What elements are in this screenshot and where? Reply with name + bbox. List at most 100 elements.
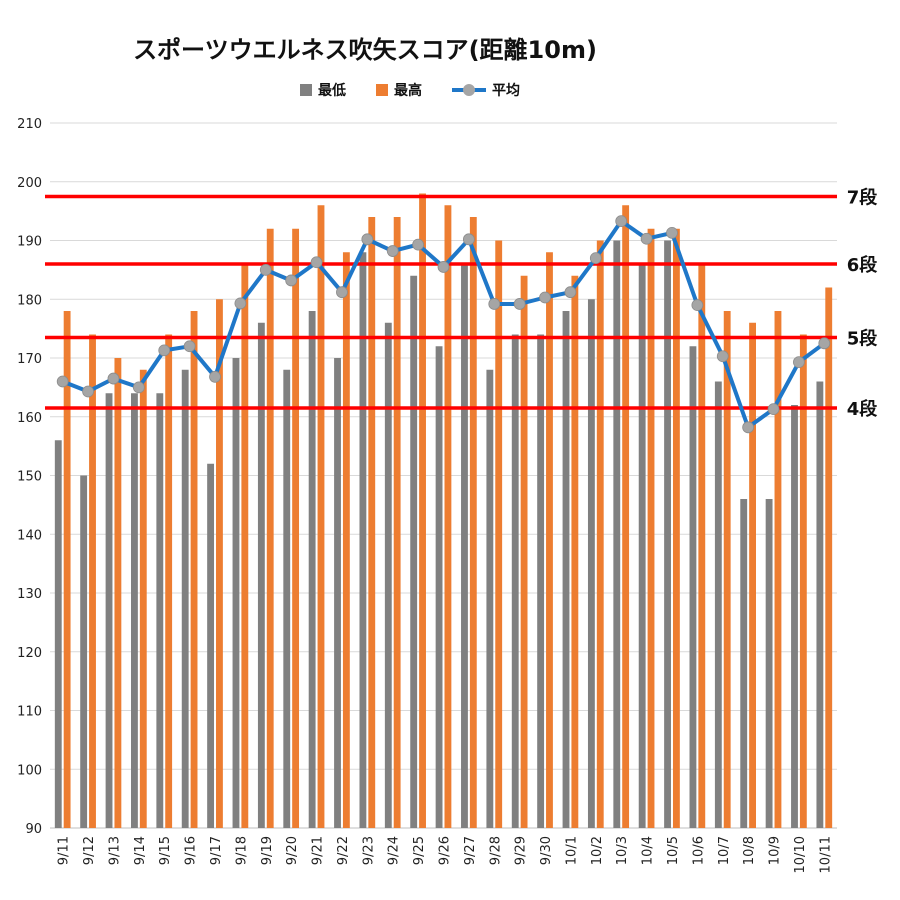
y-tick-label: 170	[17, 352, 42, 367]
y-tick-label: 140	[17, 528, 42, 543]
average-point	[742, 421, 755, 434]
legend-item-max: 最高	[376, 80, 422, 100]
average-point	[310, 256, 323, 269]
bar-min	[740, 499, 748, 828]
bar-min	[587, 299, 595, 828]
average-point	[716, 350, 729, 363]
average-line	[61, 219, 826, 430]
y-tick-label: 160	[17, 411, 42, 426]
x-tick-label: 9/14	[133, 836, 148, 865]
x-tick-label: 9/29	[514, 836, 529, 865]
x-tick-label: 9/26	[438, 836, 453, 865]
bar-min	[638, 264, 646, 828]
average-point	[56, 375, 69, 388]
x-tick-label: 10/6	[691, 836, 706, 865]
average-point	[818, 337, 831, 350]
bar-max	[165, 334, 173, 828]
bar-min	[156, 393, 164, 828]
bar-max	[825, 287, 833, 828]
x-tick-label: 9/15	[158, 836, 173, 865]
x-tick-label: 9/24	[387, 836, 402, 865]
legend-item-avg: 平均	[452, 80, 520, 100]
x-tick-label: 10/9	[768, 836, 783, 865]
x-tick-label: 10/4	[641, 836, 656, 865]
bar-max	[89, 334, 96, 828]
x-tick-label: 9/22	[336, 836, 351, 865]
bar-min	[537, 334, 545, 828]
bar-min	[410, 275, 418, 828]
bar-min	[435, 346, 443, 828]
bar-min	[664, 240, 671, 828]
legend-label-max: 最高	[394, 83, 422, 99]
average-point	[336, 286, 348, 299]
bar-min	[816, 381, 824, 828]
legend-swatch-min	[300, 84, 312, 96]
legend-swatch-max	[376, 84, 388, 96]
average-point	[132, 381, 145, 394]
average-point	[234, 297, 247, 310]
bar-max	[393, 217, 401, 828]
y-tick-label: 130	[17, 587, 42, 602]
x-tick-label: 9/11	[57, 836, 72, 865]
average-point	[386, 245, 399, 257]
bar-max	[139, 369, 147, 828]
bar-max	[114, 358, 122, 828]
average-point	[615, 215, 628, 228]
bar-max	[596, 240, 604, 828]
y-tick-label: 120	[17, 646, 42, 661]
x-tick-label: 9/12	[82, 836, 97, 865]
bar-max	[571, 275, 579, 828]
bar-min	[689, 346, 697, 828]
bar-max	[622, 205, 630, 828]
average-point	[767, 403, 780, 416]
bar-min	[562, 311, 570, 828]
bar-max	[241, 264, 249, 828]
bar-min	[54, 440, 62, 828]
legend-label-min: 最低	[318, 83, 346, 99]
bar-min	[232, 358, 240, 828]
x-tick-label: 10/1	[564, 836, 579, 865]
x-tick-label: 10/7	[717, 836, 732, 865]
reference-line-label: 7段	[847, 186, 879, 208]
bar-min	[80, 475, 88, 828]
average-point	[589, 252, 602, 265]
y-tick-label: 210	[17, 117, 42, 132]
x-tick-label: 9/30	[539, 836, 554, 865]
x-tick-label: 9/19	[260, 836, 275, 865]
bar-min	[486, 369, 494, 828]
x-tick-label: 10/8	[742, 836, 757, 865]
average-point	[462, 233, 475, 246]
bar-min	[359, 252, 367, 828]
x-tick-label: 9/16	[184, 836, 199, 865]
bar-min	[613, 240, 621, 828]
y-tick-label: 180	[17, 293, 42, 308]
average-point	[209, 370, 221, 383]
x-tick-label: 9/17	[209, 836, 224, 865]
reference-line-label: 5段	[847, 327, 879, 349]
x-tick-label: 10/11	[818, 836, 833, 873]
average-point	[666, 226, 678, 239]
bar-min	[257, 322, 265, 828]
bar-max	[723, 311, 731, 828]
average-point	[183, 340, 196, 353]
x-tick-label: 9/27	[463, 836, 478, 865]
x-tick-label: 9/21	[311, 836, 326, 865]
legend: 最低 最高 平均	[300, 80, 520, 100]
bar-min	[181, 369, 189, 828]
x-tick-label: 9/13	[107, 836, 122, 865]
bar-min	[791, 405, 798, 828]
average-point	[437, 261, 450, 273]
legend-label-avg: 平均	[492, 83, 520, 99]
x-tick-label: 9/20	[285, 836, 300, 865]
bar-max	[342, 252, 350, 828]
bar-min	[384, 322, 392, 828]
x-tick-label: 10/3	[615, 836, 630, 865]
bar-max	[266, 228, 274, 828]
average-point	[158, 344, 171, 357]
bar-max	[546, 252, 553, 828]
reference-line-label: 6段	[847, 254, 879, 276]
average-point	[107, 372, 120, 385]
y-tick-label: 90	[25, 822, 42, 837]
